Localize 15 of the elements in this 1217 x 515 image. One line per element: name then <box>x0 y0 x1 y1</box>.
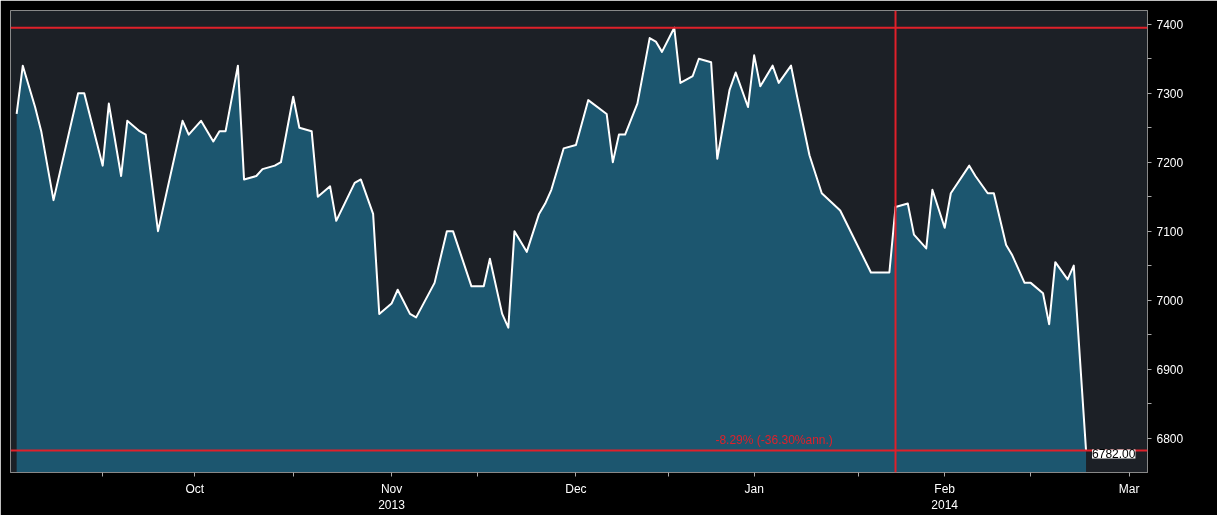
x-tick-label: Feb 2014 <box>931 481 959 513</box>
y-tick-label: 6800 <box>1156 431 1184 446</box>
x-tick-label: Nov 2013 <box>378 481 406 513</box>
x-tick-label: Dec <box>565 481 587 496</box>
y-tick-label: 7000 <box>1156 293 1184 308</box>
y-tick-label: 7300 <box>1156 86 1184 101</box>
annotation: 6782.00 <box>1092 447 1136 462</box>
y-tick-label: 6900 <box>1156 362 1184 377</box>
y-tick-label: 7100 <box>1156 224 1184 239</box>
x-tick-label: Oct <box>185 481 205 496</box>
x-tick-label: Mar <box>1118 481 1140 496</box>
ref-line-label: -8.29% (-36.30%ann.) <box>715 433 833 448</box>
y-tick-label: 7200 <box>1156 155 1184 170</box>
x-tick-label: Jan <box>744 481 764 496</box>
y-tick-label: 7400 <box>1156 17 1184 32</box>
